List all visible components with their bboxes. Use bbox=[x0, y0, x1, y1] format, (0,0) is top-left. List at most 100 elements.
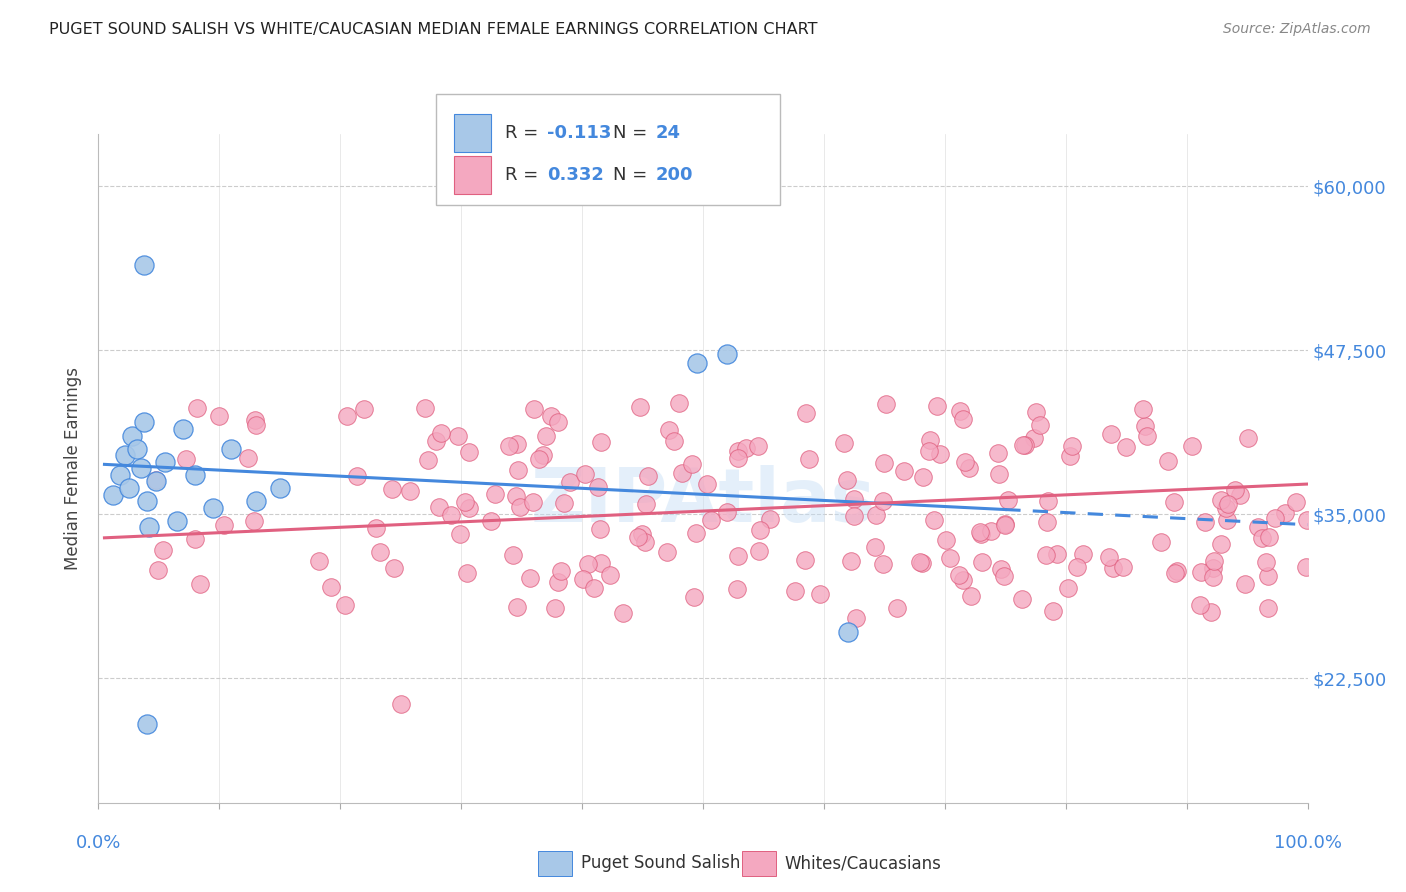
Point bbox=[399, 483, 422, 498]
Point bbox=[1216, 497, 1239, 511]
Point bbox=[186, 401, 208, 416]
Point bbox=[612, 606, 634, 620]
Point bbox=[716, 347, 738, 361]
Point bbox=[174, 451, 197, 466]
Point bbox=[589, 556, 612, 570]
Point bbox=[872, 557, 894, 571]
Point bbox=[980, 524, 1002, 538]
Text: PUGET SOUND SALISH VS WHITE/CAUCASIAN MEDIAN FEMALE EARNINGS CORRELATION CHART: PUGET SOUND SALISH VS WHITE/CAUCASIAN ME… bbox=[49, 22, 818, 37]
Point bbox=[664, 434, 686, 448]
Point bbox=[987, 445, 1010, 459]
Point bbox=[547, 416, 569, 430]
Point bbox=[970, 527, 993, 541]
Point bbox=[1060, 439, 1083, 453]
Point bbox=[1209, 493, 1232, 508]
Point bbox=[893, 464, 915, 478]
Point bbox=[1258, 530, 1281, 544]
Point bbox=[1099, 426, 1122, 441]
Point bbox=[1229, 488, 1251, 502]
Point bbox=[269, 481, 291, 495]
Point bbox=[953, 455, 976, 469]
Point bbox=[1038, 494, 1060, 508]
Point bbox=[908, 555, 931, 569]
Point bbox=[447, 429, 470, 443]
Point bbox=[382, 560, 405, 574]
Point bbox=[747, 439, 769, 453]
Point bbox=[918, 434, 941, 448]
Point bbox=[591, 435, 613, 450]
Point bbox=[1025, 405, 1047, 419]
Point bbox=[1201, 561, 1223, 575]
Point bbox=[531, 448, 554, 462]
Point bbox=[1202, 570, 1225, 584]
Point bbox=[1237, 431, 1260, 445]
Point bbox=[381, 483, 404, 497]
Point bbox=[153, 455, 176, 469]
Point bbox=[994, 517, 1017, 532]
Point bbox=[1295, 512, 1317, 526]
Point bbox=[368, 545, 391, 559]
Point bbox=[1295, 560, 1317, 574]
Point bbox=[166, 514, 188, 528]
Point bbox=[522, 495, 544, 509]
Point bbox=[1022, 431, 1045, 445]
Point bbox=[1256, 555, 1278, 569]
Point bbox=[1211, 537, 1233, 551]
Point bbox=[658, 424, 681, 438]
Point bbox=[1274, 506, 1296, 520]
Point bbox=[671, 466, 693, 480]
Point bbox=[1135, 418, 1157, 433]
Point bbox=[634, 497, 657, 511]
Point bbox=[599, 568, 621, 582]
Point bbox=[1189, 566, 1212, 580]
Point bbox=[440, 508, 463, 523]
Point bbox=[145, 475, 167, 489]
Point bbox=[837, 625, 859, 640]
Point bbox=[1112, 560, 1135, 574]
Point bbox=[949, 404, 972, 418]
Point bbox=[1164, 566, 1187, 580]
Point bbox=[114, 448, 136, 462]
Point bbox=[1035, 548, 1057, 562]
Point bbox=[1194, 515, 1216, 529]
Point bbox=[1057, 582, 1080, 596]
Point bbox=[413, 401, 436, 416]
Point bbox=[987, 467, 1010, 481]
Point bbox=[1102, 561, 1125, 575]
Point bbox=[994, 517, 1017, 532]
Point bbox=[333, 599, 356, 613]
Point bbox=[1059, 450, 1081, 464]
Point bbox=[502, 549, 524, 563]
Point bbox=[808, 587, 831, 601]
Point bbox=[1225, 483, 1247, 497]
Point bbox=[527, 451, 550, 466]
Point bbox=[1166, 564, 1188, 578]
Point bbox=[553, 496, 575, 510]
Point bbox=[873, 456, 896, 470]
Point bbox=[872, 493, 894, 508]
Point bbox=[135, 717, 157, 731]
Point bbox=[1066, 560, 1088, 574]
Point bbox=[319, 581, 342, 595]
Point bbox=[236, 450, 259, 465]
Point bbox=[336, 409, 359, 424]
Point bbox=[519, 571, 541, 585]
Text: 100.0%: 100.0% bbox=[1274, 834, 1341, 852]
Point bbox=[865, 508, 887, 523]
Point bbox=[637, 469, 659, 483]
Point bbox=[886, 601, 908, 615]
Point bbox=[506, 437, 529, 451]
Point bbox=[1233, 577, 1256, 591]
Point bbox=[727, 549, 749, 563]
Point bbox=[506, 599, 529, 614]
Point bbox=[118, 481, 141, 495]
Point bbox=[134, 416, 156, 430]
Point bbox=[184, 532, 207, 546]
Point bbox=[927, 399, 949, 413]
Point bbox=[631, 527, 654, 541]
Point bbox=[1115, 440, 1137, 454]
Point bbox=[794, 406, 817, 420]
Point bbox=[101, 487, 124, 501]
Point bbox=[145, 473, 167, 487]
Point bbox=[430, 425, 453, 440]
